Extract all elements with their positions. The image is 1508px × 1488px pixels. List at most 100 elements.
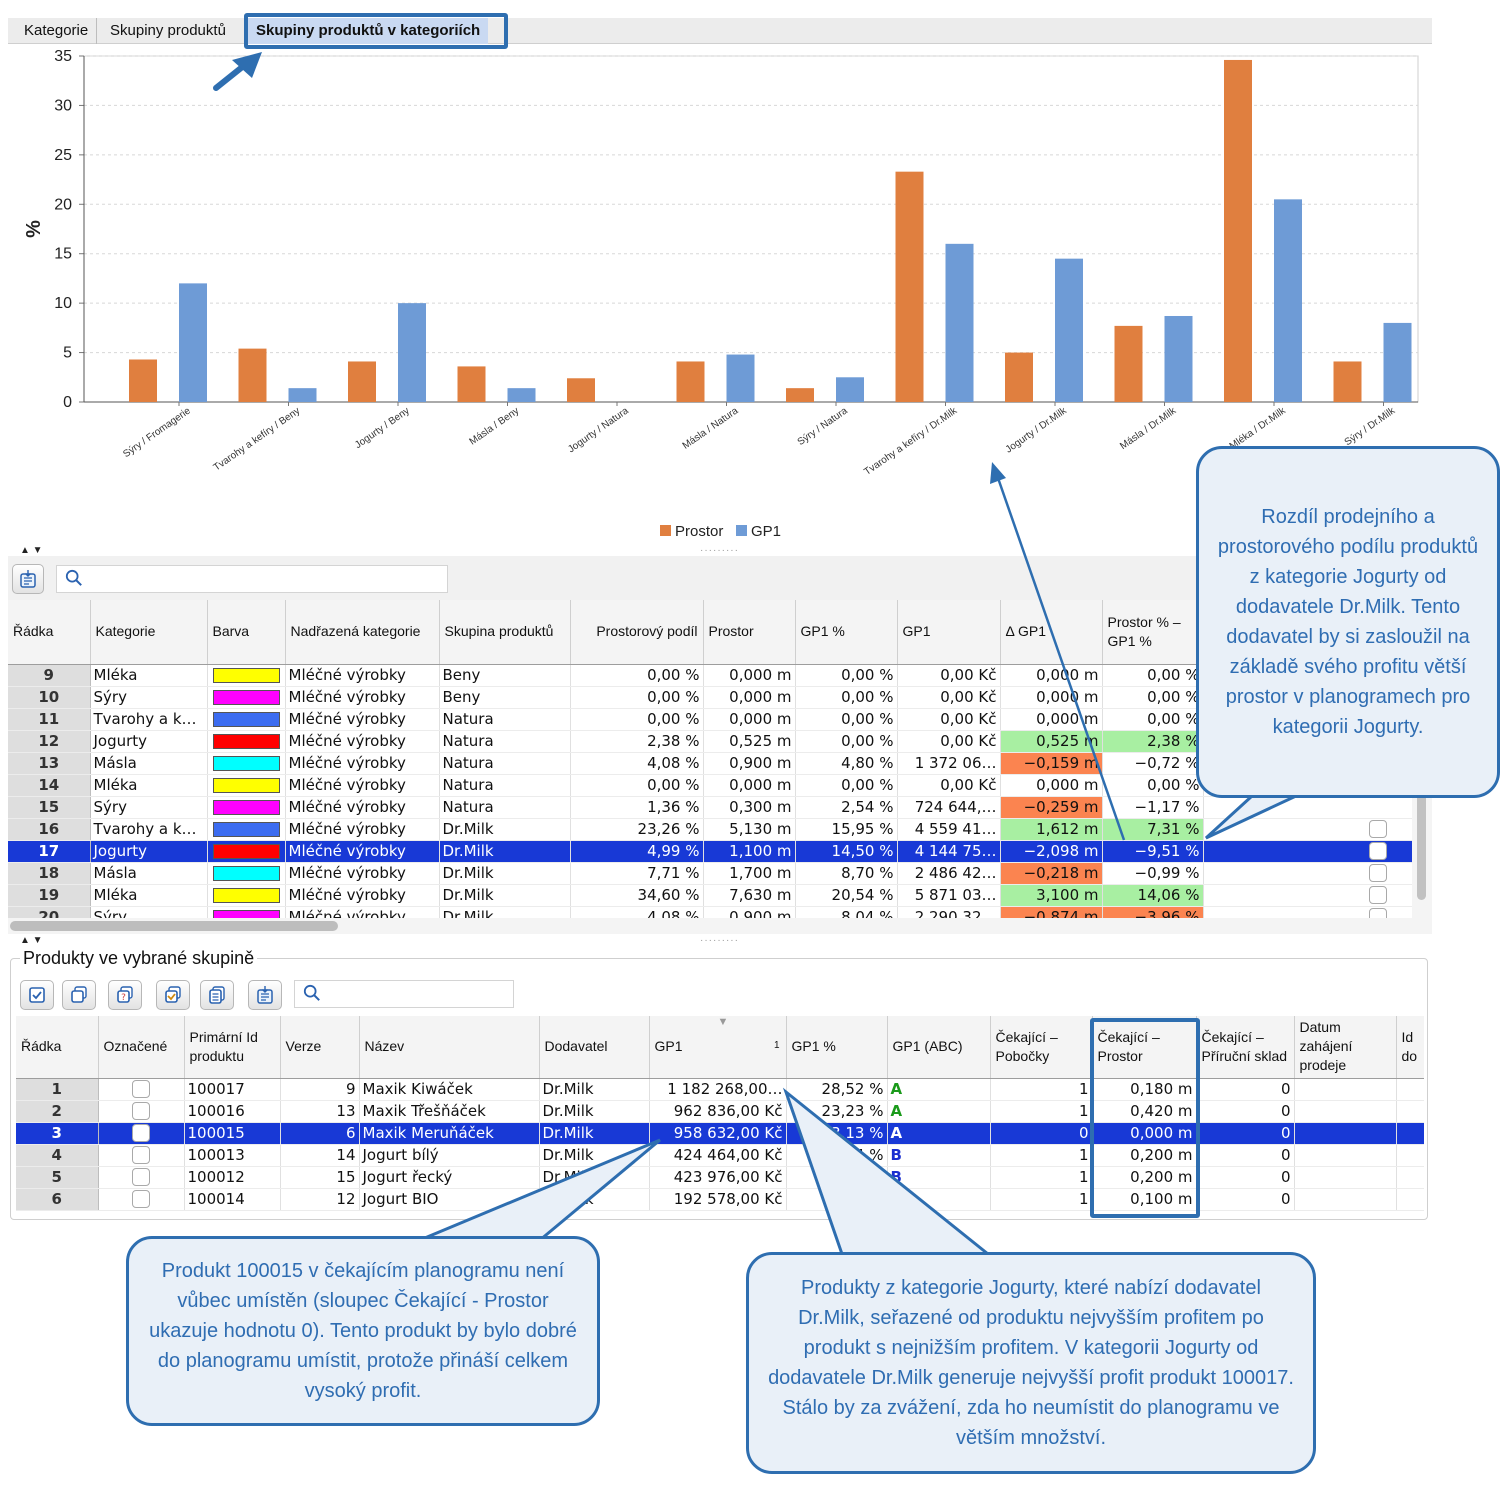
scroll-thumb[interactable] (1417, 750, 1426, 900)
col-header-cekajici-prirucni-sklad[interactable]: Čekající – Příruční sklad (1196, 1016, 1295, 1079)
tab-skupiny-produktu[interactable]: Skupiny produktů (110, 22, 226, 39)
row-checkbox[interactable] (132, 1168, 150, 1186)
verze-cell: 14 (280, 1144, 360, 1167)
nadrazena-cell: Mléčné výrobky (285, 664, 440, 687)
row-checkbox[interactable] (132, 1124, 150, 1142)
table2-search-input[interactable] (294, 980, 514, 1008)
col-header-kategorie[interactable]: Kategorie (90, 600, 208, 665)
row-checkbox[interactable] (132, 1080, 150, 1098)
color-swatch-fill (212, 799, 280, 815)
col-header-prostor[interactable]: Prostor (703, 600, 796, 665)
row-checkbox[interactable] (1368, 842, 1387, 860)
col-header-delta-gp1[interactable]: Δ GP1 (1000, 600, 1103, 665)
splitter-arrows[interactable]: ▲ ▼ (20, 935, 43, 946)
col-header-barva[interactable]: Barva (207, 600, 286, 665)
col-header-oznacene[interactable]: Označené (98, 1016, 185, 1079)
col-header-prostorovy-podil[interactable]: Prostorový podíl (570, 600, 704, 665)
gp1-cell: 2 290 32… (897, 906, 1001, 918)
col-header-datum-zahajeni[interactable]: Datum zahájení prodeje (1294, 1016, 1397, 1079)
row-number: 3 (16, 1122, 99, 1145)
table-row[interactable]: 19 Mléka Mléčné výrobky Dr.Milk 34,60 % 7,630… (8, 884, 1412, 907)
gp1-percent-cell: 23,23 % (786, 1100, 888, 1123)
kategorie-cell: Sýry (90, 906, 208, 918)
gp1-percent-cell: 28,52 % (786, 1078, 888, 1101)
tab-skupiny-v-kategoriich[interactable]: Skupiny produktů v kategoriích (248, 18, 489, 44)
col-header-radka[interactable]: Řádka (8, 600, 91, 665)
col-header-cekajici-prostor[interactable]: Čekající – Prostor (1092, 1016, 1197, 1079)
col-header-gp1[interactable]: GP1 1 ▼ (649, 1016, 787, 1079)
prostor-cell: 1,700 m (703, 862, 796, 885)
col-header-prostor-minus-gp1[interactable]: Prostor % – GP1 % (1102, 600, 1204, 665)
prostor-cell: 0,900 m (703, 752, 796, 775)
gp1-abc-cell: C (887, 1188, 991, 1211)
export-button[interactable] (12, 564, 44, 594)
tab-bar: Kategorie Skupiny produktů Skupiny produ… (8, 18, 1432, 44)
oznacene-cell[interactable] (98, 1188, 185, 1211)
table-row[interactable]: 16 Tvarohy a k… Mléčné výrobky Dr.Milk 23,26… (8, 818, 1412, 841)
table1-horizontal-scrollbar[interactable] (8, 918, 1432, 934)
table-row[interactable]: 20 Sýry Mléčné výrobky Dr.Milk 4,08 % 0,900 m… (8, 906, 1412, 918)
oznacene-cell[interactable] (98, 1122, 185, 1145)
gp1-abc-cell: A (887, 1078, 991, 1101)
oznacene-cell[interactable] (98, 1166, 185, 1189)
oznacene-cell[interactable] (98, 1100, 185, 1123)
podil-cell: 4,99 % (570, 840, 704, 863)
col-header-id-do[interactable]: Id do (1396, 1016, 1424, 1079)
table-row[interactable]: 18 Másla Mléčné výrobky Dr.Milk 7,71 % 1,700 … (8, 862, 1412, 885)
bar-prostor-8 (895, 171, 924, 402)
splitter-handle[interactable]: ········· (700, 545, 739, 556)
col-header-dodavatel[interactable]: Dodavatel (539, 1016, 650, 1079)
id-do-cell (1396, 1166, 1424, 1189)
invert-selection-button[interactable]: ? (108, 980, 142, 1010)
mark-products-button[interactable] (156, 980, 190, 1010)
abc-class-label: A (890, 1079, 903, 1098)
col-header-cekajici-pobocky[interactable]: Čekající – Pobočky (990, 1016, 1093, 1079)
col-header-primarni-id[interactable]: Primární Id produktu (184, 1016, 281, 1079)
table-row[interactable]: 1 100017 9 Maxik Kiwáček Dr.Milk 1 182 268,00… (16, 1078, 1424, 1101)
tab-kategorie[interactable]: Kategorie (16, 18, 98, 44)
table1-search-input[interactable] (56, 565, 448, 593)
row-checkbox[interactable] (1368, 908, 1387, 918)
splitter-handle[interactable]: ········· (700, 935, 739, 946)
table-row[interactable]: 2 100016 13 Maxik Třešňáček Dr.Milk 962 836,0… (16, 1100, 1424, 1123)
select-all-button[interactable] (20, 980, 54, 1010)
col-header-gp1-abc[interactable]: GP1 (ABC) (887, 1016, 991, 1079)
oznacene-cell[interactable] (98, 1144, 185, 1167)
col-header-gp1-percent[interactable]: GP1 % (786, 1016, 888, 1079)
col-header-nadrazena-kategorie[interactable]: Nadřazená kategorie (285, 600, 440, 665)
row-checkbox[interactable] (132, 1146, 150, 1164)
table-row[interactable]: 3 100015 6 Maxik Meruňáček Dr.Milk 958 632,00… (16, 1122, 1424, 1145)
verze-cell: 6 (280, 1122, 360, 1145)
oznacene-cell[interactable] (98, 1078, 185, 1101)
table-row[interactable]: 6 100014 12 Jogurt BIO Dr.Milk 192 578,00 Kč 4… (16, 1188, 1424, 1211)
col-header-gp1[interactable]: GP1 (897, 600, 1001, 665)
bar-prostor-4 (457, 366, 486, 402)
row-checkbox[interactable] (1368, 864, 1387, 882)
row-checkbox[interactable] (132, 1102, 150, 1120)
row-checkbox[interactable] (132, 1190, 150, 1208)
gp1-percent-cell: 0,00 % (795, 708, 898, 731)
table-row[interactable]: 17 Jogurty Mléčné výrobky Dr.Milk 4,99 % 1,10… (8, 840, 1412, 863)
col-header-gp1-percent[interactable]: GP1 % (795, 600, 898, 665)
table-row[interactable]: 5 100012 15 Jogurt řecký Dr.Milk 423 976,00 K… (16, 1166, 1424, 1189)
copy-list-button[interactable] (200, 980, 234, 1010)
table-row[interactable]: 4 100013 14 Jogurt bílý Dr.Milk 424 464,00 Kč… (16, 1144, 1424, 1167)
row-checkbox[interactable] (1368, 886, 1387, 904)
export-button[interactable] (248, 980, 282, 1010)
col-header-verze[interactable]: Verze (280, 1016, 360, 1079)
prostor-cell: 0,000 m (703, 664, 796, 687)
prostor-gp1-diff-cell: −0,99 % (1102, 862, 1204, 885)
scroll-thumb[interactable] (10, 921, 338, 931)
x-tick-label: Jogurty / Beny (353, 405, 412, 451)
nadrazena-cell: Mléčné výrobky (285, 708, 440, 731)
search-icon (303, 984, 320, 1001)
deselect-all-button[interactable] (62, 980, 96, 1010)
col-header-nazev[interactable]: Název (359, 1016, 540, 1079)
col-header-radka[interactable]: Řádka (16, 1016, 99, 1079)
col-header-skupina-produktu[interactable]: Skupina produktů (439, 600, 571, 665)
color-swatch-fill (212, 887, 280, 903)
row-checkbox[interactable] (1368, 820, 1387, 838)
splitter-arrows[interactable]: ▲ ▼ (20, 545, 43, 556)
empty-cell (1203, 884, 1412, 907)
